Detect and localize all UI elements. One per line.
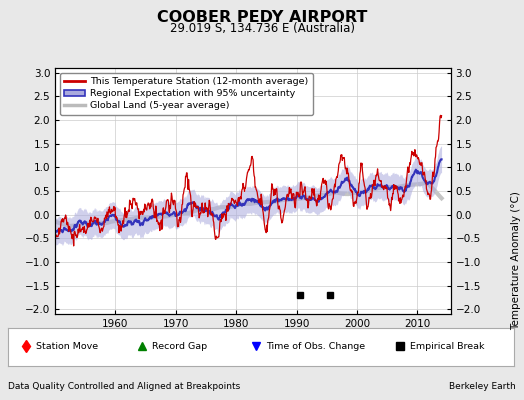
Text: Temperature Anomaly (°C): Temperature Anomaly (°C) [511, 191, 521, 330]
Text: Data Quality Controlled and Aligned at Breakpoints: Data Quality Controlled and Aligned at B… [8, 382, 240, 391]
Text: Berkeley Earth: Berkeley Earth [450, 382, 516, 391]
Text: Time of Obs. Change: Time of Obs. Change [266, 342, 365, 351]
Text: Record Gap: Record Gap [152, 342, 207, 351]
Text: COOBER PEDY AIRPORT: COOBER PEDY AIRPORT [157, 10, 367, 25]
Text: 29.019 S, 134.736 E (Australia): 29.019 S, 134.736 E (Australia) [169, 22, 355, 35]
Text: Station Move: Station Move [36, 342, 98, 351]
Legend: This Temperature Station (12-month average), Regional Expectation with 95% uncer: This Temperature Station (12-month avera… [60, 73, 313, 115]
Text: Empirical Break: Empirical Break [410, 342, 484, 351]
